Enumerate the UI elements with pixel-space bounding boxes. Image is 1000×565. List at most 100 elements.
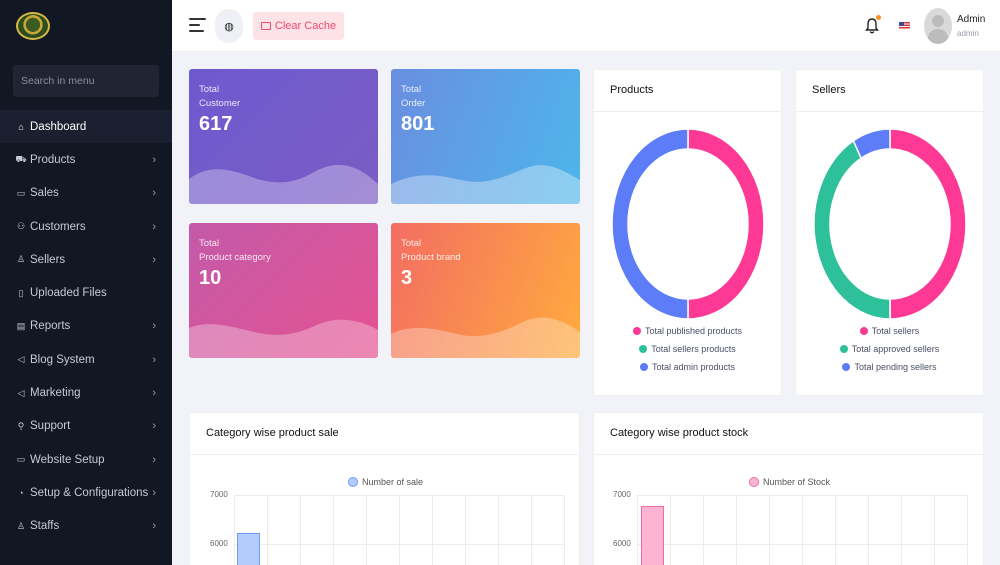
chevron-right-icon: ›: [152, 387, 156, 400]
legend-label: Number of Stock: [763, 477, 831, 487]
stock-chart-card: Category wise product stock Number of St…: [593, 412, 984, 565]
stat-label-line2: Product category: [199, 252, 271, 263]
user-icon: ♙: [16, 254, 26, 265]
stat-label-line2: Customer: [199, 98, 241, 109]
bullhorn-icon: ◁: [17, 354, 25, 365]
sidebar-item-label: Staffs: [30, 520, 60, 533]
stat-value: 617: [199, 113, 233, 135]
sidebar-item-staffs[interactable]: ♙ Staffs ›: [0, 510, 172, 543]
stat-card-customers: Total Customer 617: [189, 69, 378, 204]
legend-item[interactable]: Total sellers: [796, 326, 983, 336]
stat-card-brands: Total Product brand 3: [391, 223, 580, 358]
legend-item[interactable]: Total approved sellers: [796, 344, 983, 354]
sidebar-item-customers[interactable]: ⚇ Customers ›: [0, 210, 172, 243]
sale-chart-card: Category wise product sale Number of sal…: [189, 412, 580, 565]
money-icon: ▭: [16, 187, 26, 198]
chevron-right-icon: ›: [152, 353, 156, 366]
chart-bar[interactable]: [641, 505, 664, 565]
stat-label-line2: Order: [401, 98, 426, 109]
stat-label-line1: Total: [401, 238, 422, 249]
sidebar-item-products[interactable]: ⛟ Products ›: [0, 143, 172, 176]
avatar[interactable]: [924, 8, 952, 44]
sidebar-item-label: Marketing: [30, 387, 81, 400]
gridline: [769, 495, 770, 565]
y-tick-label: 7000: [613, 490, 631, 499]
sidebar-item-blog-system[interactable]: ◁ Blog System ›: [0, 343, 172, 376]
chart-bar[interactable]: [237, 533, 260, 565]
sidebar-item-dashboard[interactable]: ⌂ Dashboard: [0, 110, 172, 144]
cart-icon: ⛟: [15, 153, 27, 164]
sidebar: Search in menu ⌂ Dashboard ⛟ Products › ▭ Sale…: [0, 0, 172, 565]
sidebar-menu: ⌂ Dashboard ⛟ Products › ▭ Sales › ⚇ Customers › ♙ S…: [0, 110, 172, 543]
legend-item[interactable]: Total admin products: [594, 362, 781, 372]
gridline: [267, 495, 268, 565]
sidebar-item-website-setup[interactable]: ▭ Website Setup ›: [0, 443, 172, 476]
donut-slice[interactable]: [687, 128, 765, 320]
sidebar-item-label: Products: [30, 153, 76, 166]
legend-swatch: [749, 477, 759, 487]
chart-legend[interactable]: Number of sale: [348, 477, 423, 487]
gridline: [736, 495, 737, 565]
sidebar-item-setup-configurations[interactable]: ◔ Setup & Configurations ›: [0, 476, 172, 509]
legend-label: Total published products: [644, 326, 743, 336]
gridline: [670, 495, 671, 565]
gridline: [366, 495, 367, 565]
gridline: [465, 495, 466, 565]
menu-search-placeholder: Search in menu: [21, 75, 95, 87]
clear-cache-button[interactable]: Clear Cache: [253, 12, 344, 40]
stat-label-line1: Total: [199, 238, 220, 249]
sellers-donut-chart: [813, 128, 967, 320]
megaphone-icon: ◁: [17, 387, 25, 398]
clear-cache-label: Clear Cache: [274, 20, 337, 32]
folder-icon: ▯: [18, 287, 24, 298]
sidebar-item-label: Reports: [30, 320, 71, 333]
sidebar-item-sales[interactable]: ▭ Sales ›: [0, 177, 172, 210]
donut-slice[interactable]: [813, 139, 891, 320]
gridline: [802, 495, 803, 565]
gridline: [967, 495, 968, 565]
wave-decoration: [391, 165, 580, 204]
sidebar-item-reports[interactable]: ▤ Reports ›: [0, 310, 172, 343]
donut-slice[interactable]: [889, 128, 967, 320]
chevron-right-icon: ›: [152, 153, 156, 166]
brand-logo[interactable]: [16, 12, 50, 40]
hamburger-menu-icon[interactable]: [189, 18, 206, 32]
sidebar-item-marketing[interactable]: ◁ Marketing ›: [0, 376, 172, 409]
sidebar-item-label: Sales: [30, 187, 59, 200]
gridline: [868, 495, 869, 565]
legend-dot: [839, 345, 848, 353]
stat-label-line1: Total: [199, 84, 220, 95]
user-name[interactable]: Admin: [957, 14, 986, 25]
notification-bell-icon[interactable]: [865, 15, 881, 35]
legend-label: Total sellers products: [651, 344, 736, 354]
notification-dot: [876, 15, 881, 20]
gridline: [835, 495, 836, 565]
donut-slice[interactable]: [852, 128, 891, 160]
legend-label: Total sellers: [871, 326, 920, 336]
chevron-right-icon: ›: [152, 520, 156, 533]
legend-item[interactable]: Total pending sellers: [796, 362, 983, 372]
stat-value: 801: [401, 113, 435, 135]
us-flag-icon[interactable]: [899, 22, 910, 30]
legend-label: Total pending sellers: [854, 362, 937, 372]
divider: [594, 454, 983, 455]
sidebar-item-label: Support: [30, 420, 71, 433]
globe-icon[interactable]: ◍: [215, 9, 243, 43]
sidebar-item-uploaded-files[interactable]: ▯ Uploaded Files: [0, 276, 172, 309]
menu-search-input[interactable]: Search in menu: [13, 65, 159, 97]
legend-label: Total admin products: [651, 362, 736, 372]
topbar: ◍ Clear Cache Admin admin: [172, 0, 1000, 52]
sidebar-item-support[interactable]: ⚲ Support ›: [0, 410, 172, 443]
chart-legend[interactable]: Number of Stock: [749, 477, 830, 487]
legend-item[interactable]: Total sellers products: [594, 344, 781, 354]
legend-item[interactable]: Total published products: [594, 326, 781, 336]
legend-label: Total approved sellers: [851, 344, 940, 354]
sidebar-item-label: Uploaded Files: [30, 287, 107, 300]
wave-decoration: [189, 319, 378, 358]
sidebar-item-sellers[interactable]: ♙ Sellers ›: [0, 243, 172, 276]
logo-area[interactable]: [0, 0, 172, 52]
stat-card-orders: Total Order 801: [391, 69, 580, 204]
gridline: [703, 495, 704, 565]
donut-slice[interactable]: [611, 128, 689, 320]
stat-value: 3: [401, 267, 413, 289]
